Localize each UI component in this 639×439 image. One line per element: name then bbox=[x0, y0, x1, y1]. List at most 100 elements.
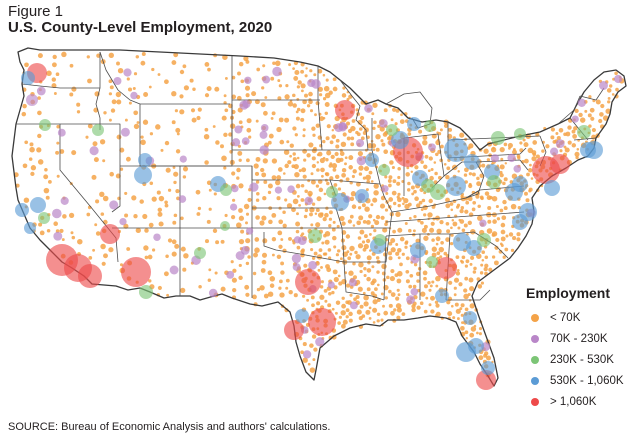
county-dot-small bbox=[391, 190, 397, 196]
legend-item-70k-230k: 70K - 230K bbox=[526, 328, 636, 349]
county-dot-small bbox=[435, 236, 441, 242]
county-dot-small bbox=[278, 219, 284, 225]
county-dot-small bbox=[418, 129, 423, 134]
county-dot-small bbox=[335, 144, 340, 149]
county-dot-small bbox=[283, 149, 290, 155]
county-dot-small bbox=[232, 198, 236, 202]
county-dot-small bbox=[559, 149, 563, 153]
county-dot-small bbox=[125, 156, 131, 162]
county-dot-small bbox=[231, 215, 236, 220]
county-dot-small bbox=[578, 112, 583, 118]
county-dot-small bbox=[396, 288, 400, 292]
county-dot-small bbox=[408, 284, 413, 289]
county-dot-small bbox=[352, 224, 356, 227]
county-dot-small bbox=[420, 291, 426, 297]
county-dot-70k-230k bbox=[241, 137, 250, 145]
county-dot-small bbox=[552, 139, 557, 144]
county-dot-small bbox=[351, 119, 356, 123]
county-dot-70k-230k bbox=[311, 79, 321, 89]
county-dot-small bbox=[303, 214, 308, 219]
county-dot-small bbox=[133, 72, 138, 76]
county-dot-small bbox=[262, 64, 266, 68]
county-dot-small bbox=[355, 294, 360, 300]
county-dot-small bbox=[500, 157, 504, 161]
county-dot-small bbox=[300, 83, 306, 89]
county-dot-small bbox=[471, 207, 476, 212]
county-dot-small bbox=[56, 124, 61, 129]
county-dot-small bbox=[303, 158, 307, 162]
county-dot-small bbox=[389, 160, 394, 165]
county-dot-small bbox=[204, 93, 210, 98]
county-dot-small bbox=[328, 217, 333, 221]
county-dot-small bbox=[108, 118, 112, 122]
county-dot-small bbox=[248, 135, 252, 139]
county-dot-small bbox=[372, 102, 378, 108]
county-dot-small bbox=[284, 163, 289, 169]
county-dot-small bbox=[437, 132, 442, 136]
county-dot-small bbox=[151, 67, 155, 72]
county-dot-small bbox=[260, 268, 266, 273]
county-dot-small bbox=[59, 149, 65, 154]
county-dot-small bbox=[461, 255, 466, 260]
county-dot-small bbox=[348, 270, 354, 276]
county-dot-small bbox=[372, 307, 378, 313]
county-dot-small bbox=[524, 158, 529, 164]
county-dot-530k-1060k bbox=[410, 242, 426, 258]
county-dot-small bbox=[292, 198, 299, 205]
county-dot-small bbox=[245, 292, 250, 297]
county-dot-small bbox=[476, 176, 480, 181]
county-dot-small bbox=[366, 255, 372, 261]
county-dot-small bbox=[356, 132, 361, 137]
large-county-dots bbox=[15, 63, 623, 390]
county-dot-small bbox=[329, 176, 334, 181]
county-dot-small bbox=[70, 231, 74, 235]
county-dot-small bbox=[301, 89, 304, 93]
county-dot-small bbox=[368, 306, 372, 310]
county-dot-70k-230k bbox=[349, 301, 358, 310]
county-dot-small bbox=[387, 251, 393, 256]
county-dot-small bbox=[155, 124, 161, 130]
county-dot-small bbox=[464, 330, 469, 335]
county-dot-small bbox=[358, 165, 364, 171]
county-dot-small bbox=[320, 174, 324, 178]
county-dot-small bbox=[224, 108, 229, 113]
county-dot-small bbox=[295, 229, 300, 234]
county-dot-small bbox=[111, 99, 117, 105]
county-dot-small bbox=[294, 133, 298, 137]
county-dot-small bbox=[395, 251, 400, 256]
county-dot-small bbox=[345, 308, 350, 313]
county-dot-small bbox=[382, 304, 385, 308]
border-il-in-oh bbox=[371, 118, 445, 196]
county-dot-70k-230k bbox=[113, 77, 122, 85]
county-dot-70k-230k bbox=[272, 66, 282, 77]
county-dot-small bbox=[292, 103, 297, 108]
county-dot-small bbox=[204, 62, 210, 67]
source-note: SOURCE: Bureau of Economic Analysis and … bbox=[8, 421, 331, 433]
county-dot-small bbox=[411, 307, 416, 313]
county-dot-small bbox=[458, 282, 463, 287]
county-dot-small bbox=[530, 177, 534, 180]
county-dot-small bbox=[493, 260, 499, 266]
county-dot-small bbox=[322, 139, 326, 144]
county-dot-70k-230k bbox=[550, 147, 559, 156]
county-dot-small bbox=[319, 157, 325, 164]
county-dot-small bbox=[238, 263, 242, 267]
county-dot-small bbox=[370, 180, 374, 183]
county-dot-small bbox=[256, 192, 260, 196]
county-dot-small bbox=[46, 229, 51, 233]
county-dot-small bbox=[453, 293, 457, 297]
county-dot-70k-230k bbox=[327, 281, 335, 289]
county-dot-small bbox=[175, 127, 181, 133]
county-dot-small bbox=[15, 183, 20, 188]
county-dot-70k-230k bbox=[490, 154, 500, 163]
county-dot-small bbox=[310, 179, 316, 185]
county-dot-small bbox=[263, 110, 268, 116]
county-dot-70k-230k bbox=[169, 265, 179, 275]
county-dot-small bbox=[180, 216, 184, 221]
county-dot-small bbox=[357, 151, 363, 157]
county-dot-small bbox=[499, 173, 504, 178]
county-dot-small bbox=[468, 277, 474, 283]
county-dot-small bbox=[267, 291, 274, 297]
county-dot-small bbox=[43, 174, 49, 180]
county-dot-small bbox=[353, 275, 357, 280]
